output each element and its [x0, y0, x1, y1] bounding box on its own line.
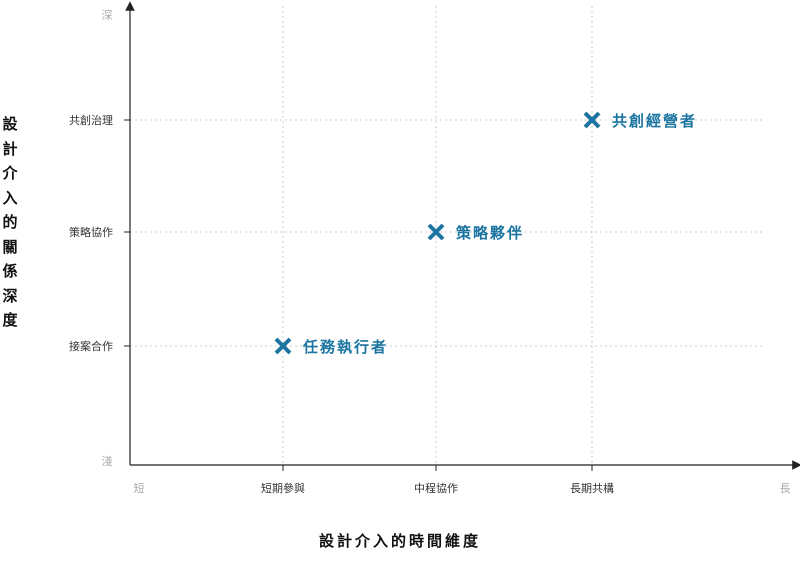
data-point: 策略夥伴	[427, 223, 524, 242]
data-point: 任務執行者	[274, 337, 388, 356]
x-tick-label: 中程協作	[414, 482, 458, 495]
point-label: 任務執行者	[302, 338, 388, 356]
x-marker-icon	[583, 111, 601, 129]
x-end-right: 長	[780, 482, 791, 495]
y-axis-title: 設計介入的關係深度	[2, 115, 18, 329]
point-label: 策略夥伴	[455, 224, 524, 242]
y-tick-label: 接案合作	[69, 339, 113, 353]
data-point: 共創經營者	[583, 111, 697, 130]
x-marker-icon	[427, 223, 445, 241]
x-axis-title: 設計介入的時間維度	[318, 532, 481, 550]
y-end-bottom: 淺	[102, 455, 113, 468]
point-label: 共創經營者	[612, 112, 697, 130]
y-end-top: 深	[102, 9, 113, 22]
x-tick-label: 短期參與	[261, 481, 305, 495]
x-marker-icon	[274, 337, 292, 355]
x-tick-label: 長期共構	[570, 482, 614, 495]
y-tick-label: 策略協作	[69, 225, 113, 239]
y-tick-label: 共創治理	[69, 113, 113, 127]
x-end-left: 短	[134, 481, 145, 495]
